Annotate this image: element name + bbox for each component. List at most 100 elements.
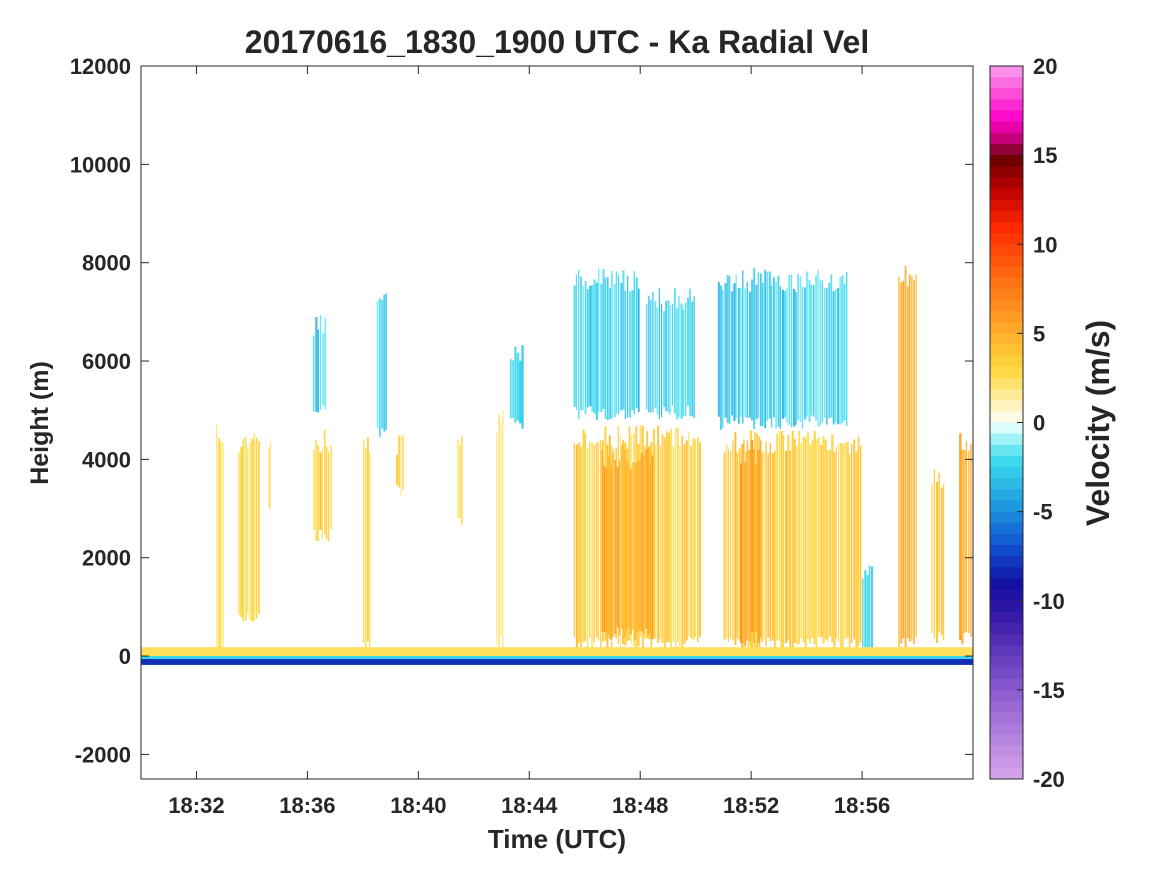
echo-strip (826, 287, 828, 425)
colorbar-band (990, 110, 1023, 123)
echo-strip (667, 300, 670, 413)
echo-strip (244, 437, 247, 621)
echo-strip (398, 435, 401, 488)
echo-strip (602, 268, 605, 409)
echo-strip (1026, 440, 1028, 637)
echo-strip (595, 442, 598, 638)
echo-strip (312, 335, 315, 412)
colorbar-band (990, 155, 1023, 167)
echo-strip (575, 274, 578, 411)
echo-strip (762, 282, 764, 426)
y-tick-label: 12000 (70, 54, 131, 79)
echo-strip (791, 430, 794, 648)
echo-strip (864, 570, 867, 664)
echo-strip (828, 283, 831, 419)
echo-strip (616, 466, 619, 628)
echo-strip (796, 446, 798, 645)
echo-strip (738, 448, 741, 641)
echo-strip (660, 303, 663, 418)
colorbar-band (990, 589, 1023, 602)
echo-strip (959, 433, 962, 641)
echo-strip (622, 270, 625, 410)
echo-strip (597, 442, 600, 641)
echo-strip (220, 441, 222, 652)
echo-strip (936, 481, 939, 644)
echo-strip (330, 445, 333, 530)
echo-strip (734, 432, 737, 645)
echo-strip (593, 444, 595, 643)
echo-strip (519, 360, 522, 424)
echo-strip (376, 300, 379, 429)
echo-strip (1030, 273, 1031, 419)
echo-strip (775, 281, 777, 429)
echo-strip (810, 284, 813, 416)
echo-strip (258, 441, 260, 614)
echo-strip (826, 450, 829, 642)
echo-strip (1024, 420, 1026, 632)
echo-strip (693, 295, 695, 419)
colorbar-band (990, 377, 1023, 390)
echo-strip (402, 435, 404, 490)
echo-strip (736, 452, 739, 639)
echo-strip (724, 283, 727, 418)
echo-strip (612, 452, 614, 638)
y-axis: 12000 10000 8000 6000 4000 2000 0 -2000 (70, 54, 973, 767)
colorbar-band (990, 444, 1023, 457)
echo-strip (760, 440, 762, 638)
colorbar-band (990, 500, 1023, 513)
echo-strip (898, 276, 900, 650)
echo-strip (722, 290, 724, 428)
echo-strip (457, 439, 459, 519)
echo-strip (846, 442, 849, 638)
echo-strip (383, 294, 386, 432)
echo-strip (651, 455, 654, 640)
echo-strip (666, 431, 669, 643)
surface-clutter (141, 647, 973, 665)
colorbar-band (990, 188, 1023, 201)
echo-strip (768, 271, 771, 419)
echo-strip (607, 455, 610, 635)
echo-strip (683, 444, 686, 644)
colorbar-band (990, 132, 1023, 145)
echo-strip (829, 449, 831, 637)
echo-strip (778, 430, 781, 642)
colorbar-band (990, 277, 1023, 290)
echo-strip (911, 275, 913, 641)
echo-strip (750, 279, 754, 421)
echo-strip (1027, 468, 1029, 614)
echo-strip (843, 283, 846, 421)
echo-strip (249, 442, 252, 621)
echo-strip (774, 451, 776, 650)
colorbar-band (990, 455, 1023, 468)
echo-strip (364, 447, 367, 652)
echo-strip (1052, 270, 1054, 416)
colorbar-band (990, 88, 1023, 100)
echo-strip (970, 444, 972, 637)
echo-strip (809, 444, 812, 644)
colorbar-band (990, 266, 1023, 279)
echo-strip (573, 285, 576, 407)
echo-strip (763, 451, 765, 641)
echo-strip (673, 288, 676, 414)
echo-strip (674, 428, 677, 649)
colorbar-band (990, 734, 1023, 747)
echo-strip (217, 438, 220, 657)
echo-strip (853, 439, 856, 640)
colorbar-band (990, 288, 1023, 301)
colorbar-band (990, 121, 1023, 134)
colorbar-tick-label: 10 (1033, 232, 1057, 257)
echo-strip (933, 469, 936, 639)
echo-strip (631, 290, 634, 411)
echo-strip (650, 299, 652, 413)
colorbar-band (990, 210, 1023, 223)
echo-strip (663, 437, 666, 648)
echo-strip (769, 443, 772, 642)
y-tick-label: 4000 (82, 447, 131, 472)
echo-strip (369, 452, 371, 654)
echo-strip (400, 435, 402, 497)
echo-strip (502, 410, 504, 652)
colorbar (990, 66, 1023, 780)
echo-strip (242, 439, 245, 622)
echo-strip (902, 280, 905, 639)
echo-strip (800, 443, 802, 639)
